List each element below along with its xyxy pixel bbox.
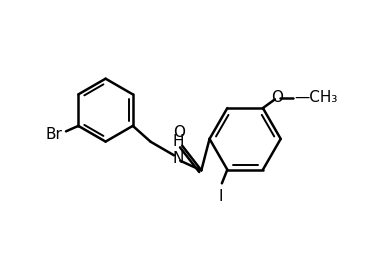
Text: Br: Br [45, 127, 62, 142]
Text: I: I [218, 189, 223, 204]
Text: H: H [172, 134, 184, 149]
Text: O: O [173, 125, 186, 140]
Text: N: N [172, 150, 184, 166]
Text: —CH₃: —CH₃ [294, 90, 338, 105]
Text: O: O [271, 90, 283, 105]
